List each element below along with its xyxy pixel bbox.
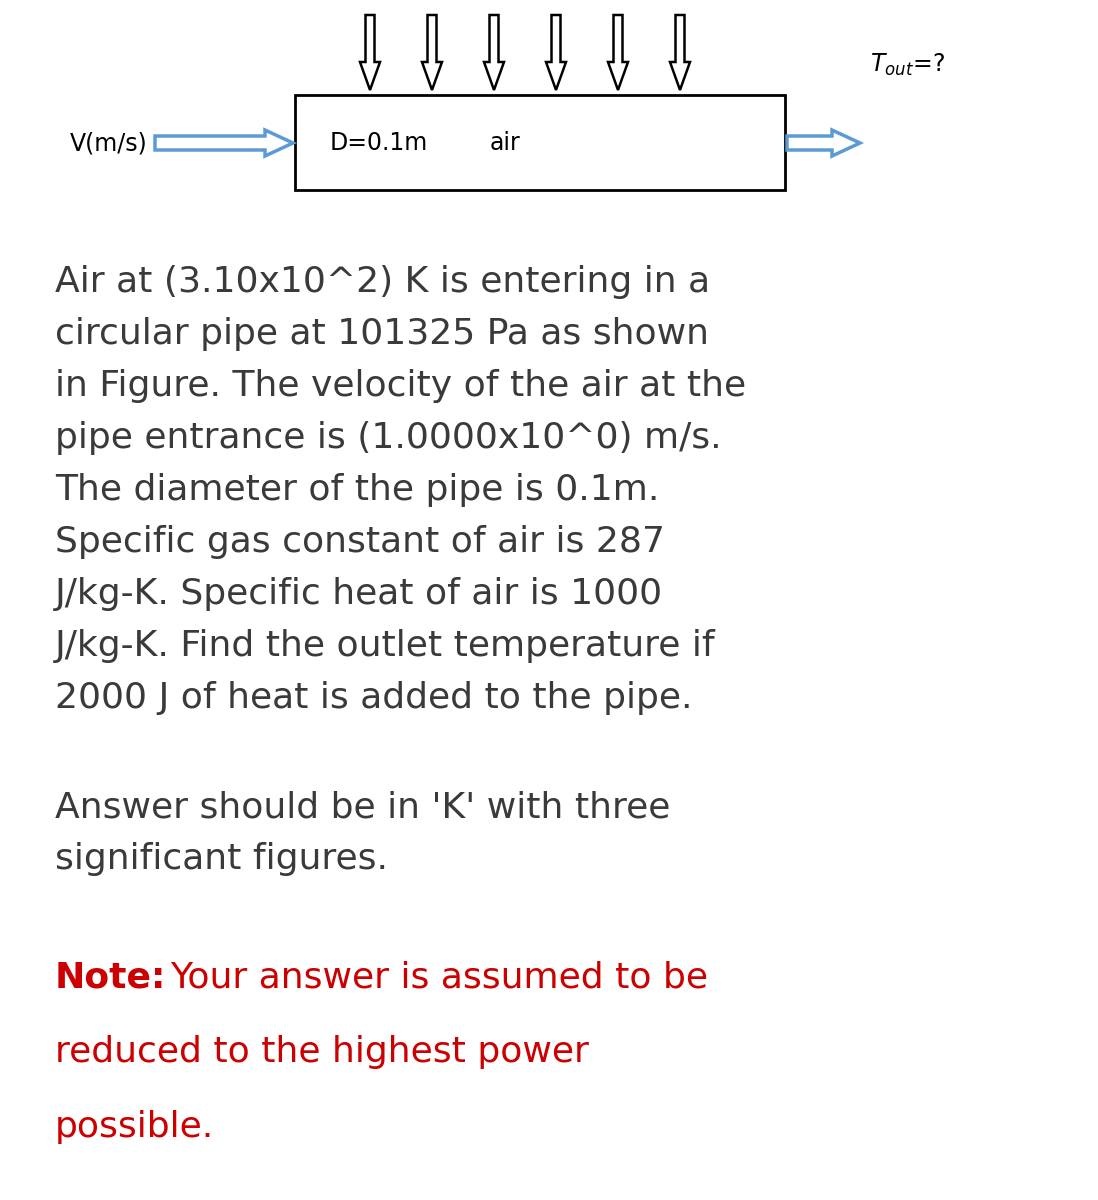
Polygon shape [546,14,565,90]
Text: in Figure. The velocity of the air at the: in Figure. The velocity of the air at th… [55,370,747,403]
Polygon shape [670,14,690,90]
Text: J/kg-K. Find the outlet temperature if: J/kg-K. Find the outlet temperature if [55,629,716,662]
Text: 2000 J of heat is added to the pipe.: 2000 J of heat is added to the pipe. [55,680,693,715]
Text: air: air [490,131,520,155]
Text: possible.: possible. [55,1110,214,1144]
Polygon shape [608,14,628,90]
Polygon shape [360,14,380,90]
Bar [295,95,785,190]
Polygon shape [787,130,860,156]
Text: circular pipe at 101325 Pa as shown: circular pipe at 101325 Pa as shown [55,317,709,350]
Polygon shape [155,130,293,156]
Text: Your answer is assumed to be: Your answer is assumed to be [170,960,708,994]
Text: Answer should be in 'K' with three: Answer should be in 'K' with three [55,790,671,824]
Text: V(m/s): V(m/s) [70,131,148,155]
Text: The diameter of the pipe is 0.1m.: The diameter of the pipe is 0.1m. [55,473,660,506]
Polygon shape [422,14,442,90]
Polygon shape [484,14,504,90]
Text: reduced to the highest power: reduced to the highest power [55,1034,589,1069]
Text: J/kg-K. Specific heat of air is 1000: J/kg-K. Specific heat of air is 1000 [55,577,663,611]
Text: Air at (3.10x10^2) K is entering in a: Air at (3.10x10^2) K is entering in a [55,265,710,299]
Text: Note:: Note: [55,960,167,994]
Text: pipe entrance is (1.0000x10^0) m/s.: pipe entrance is (1.0000x10^0) m/s. [55,421,721,455]
Text: $T_{out}$=?: $T_{out}$=? [870,52,945,78]
Text: D=0.1m: D=0.1m [330,131,428,155]
Text: significant figures.: significant figures. [55,842,388,876]
Text: Specific gas constant of air is 287: Specific gas constant of air is 287 [55,526,665,559]
